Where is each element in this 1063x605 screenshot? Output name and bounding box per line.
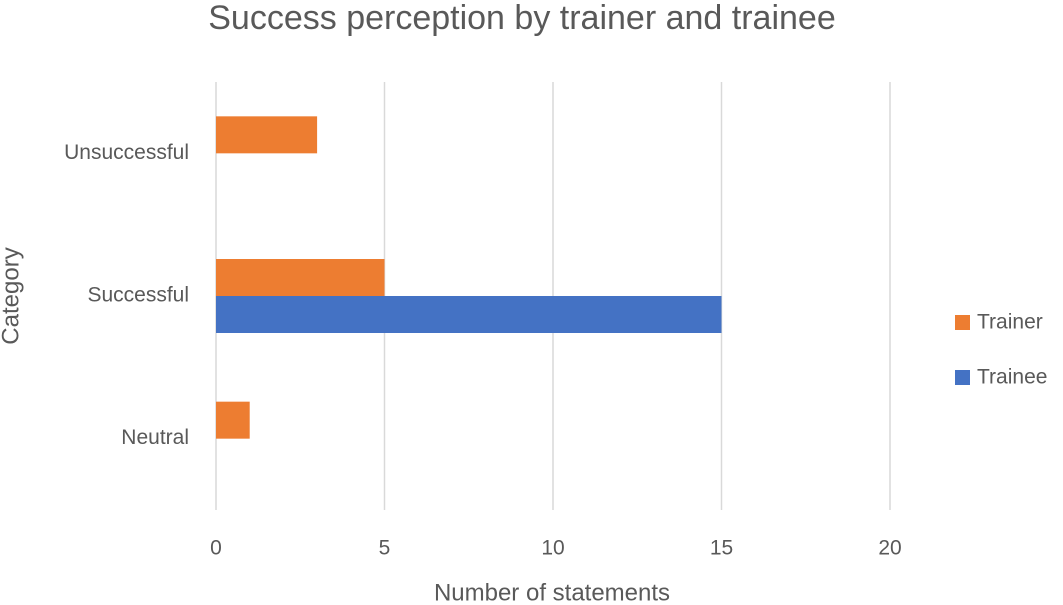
chart-title: Success perception by trainer and traine… bbox=[208, 0, 835, 37]
y-axis-label: Category bbox=[0, 247, 24, 344]
y-tick-label: Successful bbox=[87, 284, 189, 307]
x-axis-label: Number of statements bbox=[434, 579, 670, 605]
y-tick-label: Unsuccessful bbox=[64, 141, 189, 164]
x-tick-label: 20 bbox=[878, 537, 901, 560]
bar bbox=[216, 259, 385, 296]
bar bbox=[216, 401, 250, 439]
x-tick-label: 15 bbox=[710, 537, 733, 560]
bar bbox=[216, 296, 722, 333]
bar bbox=[216, 116, 318, 154]
legend-swatch bbox=[955, 370, 970, 385]
legend-label: Trainee bbox=[977, 366, 1047, 389]
x-tick-label: 10 bbox=[541, 537, 564, 560]
legend-swatch bbox=[955, 315, 970, 330]
x-tick-label: 0 bbox=[210, 537, 222, 560]
legend-label: Trainer bbox=[977, 311, 1043, 334]
y-tick-label: Neutral bbox=[121, 426, 189, 449]
x-tick-label: 5 bbox=[379, 537, 391, 560]
